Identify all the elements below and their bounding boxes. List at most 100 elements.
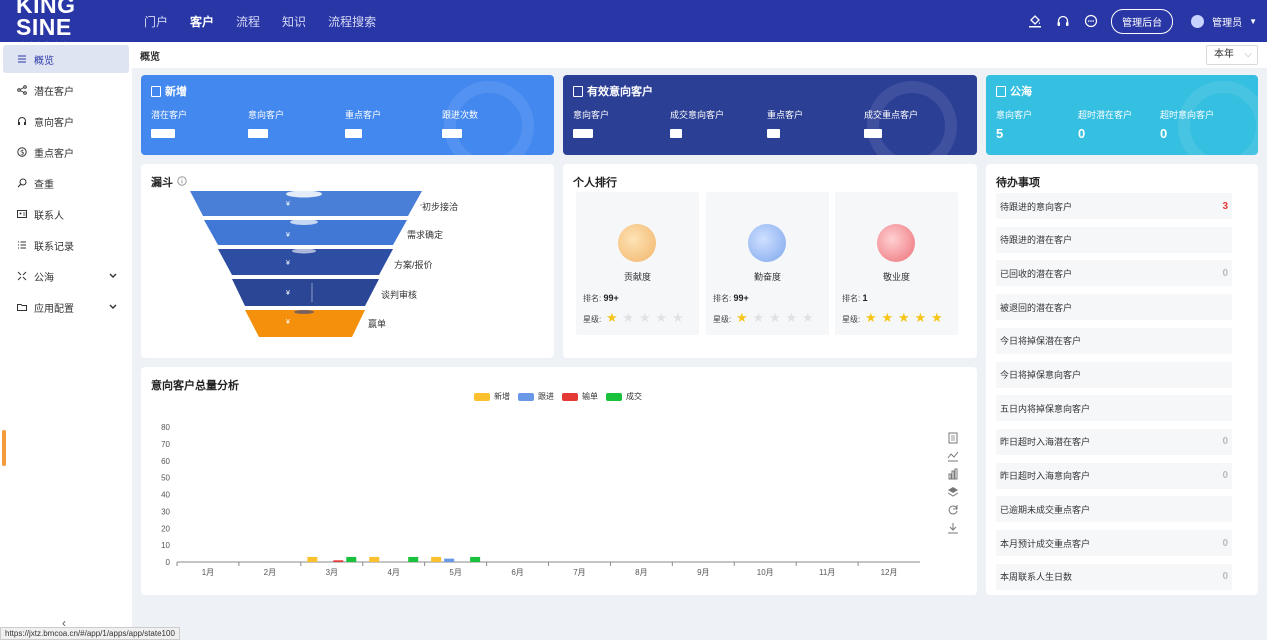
stat-new-intent[interactable]: 意向客户 — [248, 108, 284, 141]
funnel-currency: ¥ — [286, 201, 290, 208]
list-icon — [17, 240, 27, 250]
star-icon: ★ — [736, 310, 748, 325]
page-title: 概览 — [140, 51, 160, 63]
nav-process-search[interactable]: 流程搜索 — [328, 14, 377, 29]
todo-item[interactable]: 昨日超时入海潜在客户 0 — [996, 428, 1232, 455]
rank-name: 敬业度 — [882, 272, 910, 282]
y-tick-label: 30 — [161, 507, 170, 516]
star-rating: ★ ★ ★ ★ ★ — [865, 311, 948, 324]
admin-console-button[interactable]: 管理后台 — [1111, 8, 1174, 34]
status-url: https://jxtz.bmcoa.cn/#/app/1/apps/app/s… — [0, 627, 180, 640]
funnel-stage-label: 需求确定 — [407, 230, 444, 240]
todo-item[interactable]: 已逾期未成交重点客户 — [996, 496, 1232, 523]
nav-portal[interactable]: 门户 — [144, 14, 169, 29]
sidebar-item-contacts[interactable]: 联系人 — [3, 200, 129, 228]
stat-sea-intent[interactable]: 意向客户 5 — [996, 108, 1032, 141]
bar-chart: 0 10 20 30 40 50 60 70 80 1月 2月 3月 4月 5月 6月 7月 8月 9月 10月 11… — [161, 423, 920, 577]
stack-icon[interactable] — [947, 486, 959, 498]
legend-item-won[interactable]: 成交 — [606, 391, 642, 402]
stat-new-potential[interactable]: 潜在客户 — [151, 108, 187, 141]
masked-value — [345, 129, 362, 138]
stat-eff-deal-key[interactable]: 成交重点客户 — [864, 108, 918, 141]
sidebar-item-dedupe[interactable]: 查重 — [3, 169, 129, 197]
funnel-currency: ¥ — [286, 290, 290, 297]
sidebar-item-label: 应用配置 — [34, 303, 74, 315]
rank-card-diligence[interactable]: 勤奋度 排名: 99+ 星级: ★ ★ ★ ★ ★ — [706, 192, 829, 335]
todo-item[interactable]: 今日将掉保意向客户 — [996, 361, 1232, 388]
stat-new-key[interactable]: 重点客户 — [345, 108, 381, 141]
todo-label: 已回收的潜在客户 — [1000, 268, 1073, 279]
sidebar-item-label: 概览 — [34, 55, 54, 67]
sidebar-item-app-config[interactable]: 应用配置 — [3, 293, 129, 321]
todo-label: 待跟进的意向客户 — [1000, 201, 1073, 212]
todo-count: 0 — [1222, 436, 1228, 448]
sidebar-item-public-sea[interactable]: 公海 — [3, 262, 129, 290]
funnel-stage-3[interactable] — [218, 248, 393, 276]
todo-item[interactable]: 已回收的潜在客户 0 — [996, 260, 1232, 287]
stat-value: 5 — [996, 126, 1004, 141]
funnel-currency: ¥ — [286, 232, 290, 239]
stat-sea-timeout-intent[interactable]: 超时意向客户 0 — [1160, 108, 1214, 141]
sidebar-item-potential[interactable]: 潜在客户 — [3, 76, 129, 104]
chat-icon[interactable] — [1083, 13, 1099, 29]
sidebar-item-intent[interactable]: 意向客户 — [3, 107, 129, 135]
sidebar-item-overview[interactable]: 概览 — [3, 45, 129, 73]
sidebar-item-contact-log[interactable]: 联系记录 — [3, 231, 129, 259]
nav-process[interactable]: 流程 — [236, 14, 261, 29]
nav-customer[interactable]: 客户 — [190, 14, 215, 29]
rank-card-dedication[interactable]: 敬业度 排名: 1 星级: ★ ★ ★ ★ ★ — [835, 192, 958, 335]
funnel-stage-5[interactable] — [245, 310, 365, 337]
data-view-icon[interactable] — [947, 432, 959, 444]
todo-item[interactable]: 本月预计成交重点客户 0 — [996, 530, 1232, 556]
todo-item[interactable]: 待跟进的意向客户 3 — [996, 193, 1232, 219]
funnel-currency: ¥ — [286, 260, 290, 267]
collapse-sidebar-button[interactable]: ‹ — [62, 616, 66, 630]
document-icon — [996, 85, 1006, 97]
side-scroll-handle[interactable] — [2, 430, 6, 466]
y-tick-label: 0 — [166, 558, 171, 567]
funnel-stage-4[interactable] — [232, 279, 379, 306]
period-select[interactable]: 本年 ⌵ — [1206, 45, 1258, 65]
line-chart-icon[interactable] — [947, 450, 959, 462]
todo-item[interactable]: 今日将掉保潜在客户 — [996, 327, 1232, 354]
stat-label: 成交重点客户 — [864, 110, 919, 120]
todo-label: 本周联系人生日数 — [1000, 572, 1073, 583]
legend-item-follow[interactable]: 跟进 — [518, 391, 554, 402]
star-label: 星级: — [583, 315, 602, 324]
legend-item-new[interactable]: 新增 — [474, 391, 510, 402]
funnel-stage-1[interactable] — [190, 190, 422, 217]
funnel-stage-2[interactable] — [204, 219, 407, 245]
rank-card-contribution[interactable]: 贡献度 排名: 99+ 星级: ★ ★ ★ ★ ★ — [576, 192, 699, 335]
stat-sea-timeout-potential[interactable]: 超时潜在客户 0 — [1078, 108, 1132, 141]
paint-bucket-icon[interactable] — [1027, 13, 1043, 29]
main-nav: 门户 客户 流程 知识 流程搜索 — [144, 13, 398, 30]
todo-item[interactable]: 待跟进的潜在客户 — [996, 226, 1232, 253]
star-icon: ★ — [752, 310, 765, 325]
todo-item[interactable]: 本周联系人生日数 0 — [996, 563, 1232, 590]
refresh-icon[interactable] — [947, 504, 959, 516]
legend-item-lost[interactable]: 输单 — [562, 391, 598, 402]
user-menu[interactable]: 管理员 ▼ — [1191, 14, 1257, 29]
nav-knowledge[interactable]: 知识 — [282, 14, 307, 29]
headset-icon[interactable] — [1055, 13, 1071, 29]
masked-value — [442, 129, 462, 138]
list-icon — [17, 54, 27, 64]
stat-label: 跟进次数 — [442, 110, 479, 120]
stat-eff-deal-intent[interactable]: 成交意向客户 — [670, 108, 724, 141]
bar-成交 — [408, 556, 419, 562]
stat-eff-intent[interactable]: 意向客户 — [573, 108, 609, 141]
star-icon: ★ — [769, 310, 781, 325]
info-icon[interactable] — [177, 175, 187, 189]
todo-item[interactable]: 昨日超时入海意向客户 0 — [996, 462, 1232, 489]
star-icon: ★ — [865, 310, 877, 325]
bar-chart-icon[interactable] — [947, 468, 959, 480]
stat-label: 超时意向客户 — [1160, 110, 1215, 120]
todo-item[interactable]: 五日内将掉保意向客户 — [996, 395, 1232, 422]
stat-new-followups[interactable]: 跟进次数 — [442, 108, 478, 141]
stat-label: 重点客户 — [767, 110, 804, 120]
todo-item[interactable]: 被退回的潜在客户 — [996, 294, 1232, 321]
stat-eff-key[interactable]: 重点客户 — [767, 108, 803, 141]
sidebar-item-key[interactable]: $ 重点客户 — [3, 138, 129, 166]
stat-label: 意向客户 — [573, 110, 610, 120]
download-icon[interactable] — [947, 522, 959, 534]
